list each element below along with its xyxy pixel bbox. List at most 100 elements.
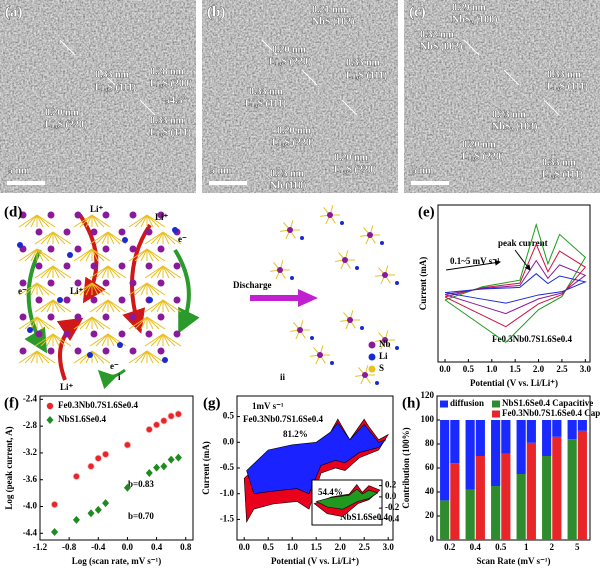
x-axis-label: Scan Rate (mV s⁻¹) bbox=[476, 556, 550, 566]
nb-atom bbox=[129, 279, 137, 287]
data-point bbox=[94, 505, 102, 514]
y-tick-label: -4.0 bbox=[23, 501, 38, 511]
x-tick-label: 1.0 bbox=[287, 542, 299, 552]
bar-segment bbox=[450, 463, 460, 540]
bond bbox=[36, 214, 56, 228]
nb-atom bbox=[118, 262, 126, 270]
lattice-label: 0.20 nm bbox=[272, 44, 307, 55]
lattice-label: 0.20 nm bbox=[462, 139, 497, 150]
plot-frame bbox=[39, 395, 194, 541]
li-atom bbox=[57, 297, 63, 303]
bar-segment bbox=[526, 420, 536, 443]
li-label: Li⁺ bbox=[70, 286, 84, 296]
x-tick-label: 2.0 bbox=[335, 542, 347, 552]
scale-bar-label: 5 nm bbox=[412, 165, 434, 176]
x-tick-label: 1.5 bbox=[311, 542, 323, 552]
data-point bbox=[174, 410, 183, 418]
nb-atom bbox=[342, 257, 348, 263]
data-point bbox=[123, 441, 132, 449]
li-path-arrow bbox=[78, 213, 106, 304]
bond bbox=[95, 299, 109, 313]
bond bbox=[91, 282, 99, 296]
bond bbox=[91, 248, 111, 262]
bond bbox=[52, 231, 60, 245]
bond bbox=[162, 231, 176, 245]
lattice-label: Li₂S (220) bbox=[462, 151, 504, 162]
bond bbox=[91, 282, 105, 296]
bar-segment bbox=[475, 456, 485, 540]
annotation: 54.4% bbox=[318, 487, 343, 497]
x-axis-label: Potential (V vs. Li/Li⁺) bbox=[470, 378, 558, 388]
y-tick-label: 20 bbox=[425, 510, 435, 520]
bond bbox=[52, 333, 60, 347]
bond bbox=[18, 282, 38, 296]
bond bbox=[146, 248, 154, 262]
bond bbox=[91, 214, 105, 228]
li-atom bbox=[310, 336, 314, 340]
annotation: b=0.83 bbox=[128, 479, 154, 489]
nb-atom bbox=[63, 296, 71, 304]
nb-atom bbox=[102, 279, 110, 287]
nb-atom bbox=[157, 313, 165, 321]
nb-atom bbox=[74, 245, 82, 253]
bar-segment bbox=[567, 420, 577, 440]
annotation: 1mV s⁻¹ bbox=[252, 401, 284, 411]
bond bbox=[146, 350, 154, 364]
li-atom bbox=[355, 266, 359, 270]
data-point bbox=[87, 462, 95, 470]
y-tick-label: 0 bbox=[430, 534, 435, 544]
nb-atom bbox=[63, 262, 71, 270]
y-tick-label: -0.4 bbox=[385, 513, 400, 523]
li-atom bbox=[117, 342, 123, 348]
bond bbox=[36, 350, 44, 364]
x-tick-label: 0.4 bbox=[151, 542, 163, 552]
panel-label: (f) bbox=[4, 395, 19, 411]
bond bbox=[91, 316, 99, 330]
nb-atom bbox=[118, 330, 126, 338]
li-atom bbox=[395, 281, 399, 285]
stage-label: ii bbox=[280, 372, 286, 382]
nb-atom bbox=[35, 228, 43, 236]
annotation: NbS1.6Se0.4 bbox=[340, 512, 389, 522]
action-label: Discharge bbox=[233, 280, 272, 290]
nb-atom bbox=[129, 313, 137, 321]
bond bbox=[18, 316, 38, 330]
x-tick-label: 2.0 bbox=[533, 364, 545, 374]
lattice-label: 0.33 nm bbox=[150, 115, 185, 126]
bar-segment bbox=[491, 420, 501, 486]
lattice-marker bbox=[301, 69, 318, 86]
y-tick-label: -2.8 bbox=[23, 420, 38, 430]
bond bbox=[52, 333, 66, 347]
bond bbox=[30, 316, 38, 330]
chart: 0.0 0.5 1.0 1.5 2.0 2.5 3.0 (e) Potential (V vs.… bbox=[418, 204, 591, 388]
bond bbox=[85, 316, 93, 330]
bond bbox=[146, 248, 160, 262]
annotation: 0.1~5 mV s⁻¹ bbox=[450, 256, 500, 266]
bond bbox=[162, 231, 170, 245]
bond bbox=[134, 350, 148, 364]
x-tick-label: 2.5 bbox=[556, 364, 568, 374]
bond bbox=[144, 333, 164, 347]
y-tick-label: 0.2 bbox=[385, 480, 397, 490]
data-point bbox=[153, 463, 161, 472]
bond bbox=[140, 214, 148, 228]
legend-label: NbS1.6Se0.4 bbox=[58, 414, 107, 424]
inset-chart: 0.20.0-0.2-0.4 54.4% NbS1.6Se0.4 bbox=[311, 479, 400, 526]
bond bbox=[52, 231, 72, 245]
li-atom bbox=[290, 276, 294, 280]
nb-atom bbox=[90, 262, 98, 270]
bond bbox=[36, 316, 56, 330]
bond bbox=[34, 265, 54, 279]
bond bbox=[146, 282, 166, 296]
bond bbox=[162, 299, 182, 313]
bar-segment bbox=[542, 420, 552, 456]
scale-bar bbox=[411, 181, 449, 185]
bond bbox=[79, 248, 93, 262]
bond bbox=[140, 316, 148, 330]
bar-segment bbox=[491, 486, 501, 540]
bond bbox=[91, 248, 105, 262]
chart: -4.4 -4.0 -3.6 -3.2 -2.8 -2.4 -1.2 -0.8 -0.4 0.0 0… bbox=[4, 393, 194, 566]
y-tick-label: -3.6 bbox=[23, 474, 38, 484]
nb-atom bbox=[157, 347, 165, 355]
bar-segment bbox=[577, 420, 587, 431]
